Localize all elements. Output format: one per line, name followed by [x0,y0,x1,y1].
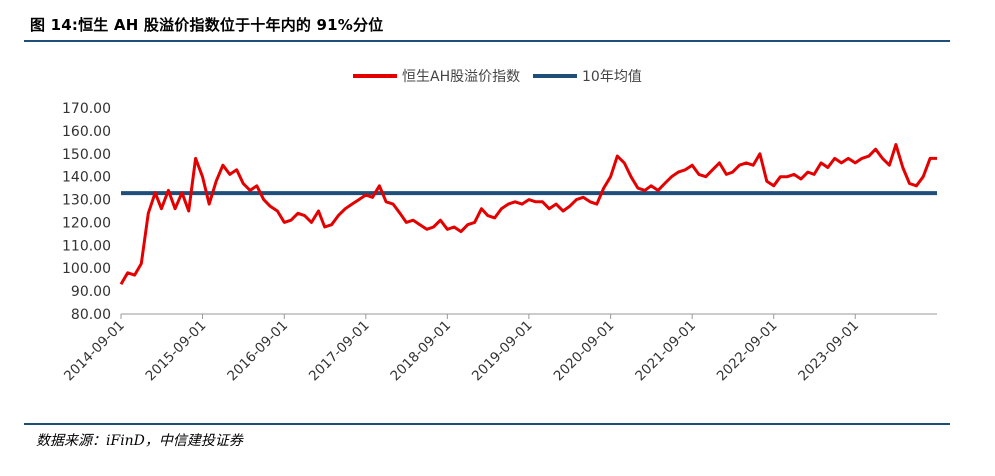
figure-title: 图 14:恒生 AH 股溢价指数位于十年内的 91%分位 [30,16,384,34]
x-tick-label: 2022-09-01 [714,318,781,385]
y-tick-label: 170.00 [62,101,111,117]
y-tick-label: 150.00 [62,147,111,163]
top-rule [24,40,950,42]
chart-legend: 恒生AH股溢价指数 10年均值 [353,69,642,85]
source-note: 数据来源：iFinD，中信建投证券 [36,433,243,449]
x-tick-label: 2023-09-01 [795,318,862,385]
x-tick-label: 2015-09-01 [143,318,210,385]
x-tick-label: 2014-09-01 [61,318,128,385]
bottom-rule [24,423,950,425]
legend-label-ah-premium: 恒生AH股溢价指数 [402,69,520,85]
y-tick-label: 100.00 [62,261,111,277]
x-tick-label: 2018-09-01 [387,318,454,385]
y-tick-label: 140.00 [62,170,111,186]
x-tick-label: 2020-09-01 [551,318,618,385]
y-tick-label: 110.00 [62,238,111,254]
y-tick-label: 120.00 [62,215,111,231]
x-tick-label: 2016-09-01 [224,318,291,385]
y-tick-label: 90.00 [71,284,111,300]
x-tick-label: 2019-09-01 [469,318,536,385]
series-line-ah-premium [119,143,937,285]
x-tick-label: 2021-09-01 [632,318,699,385]
x-axis-ticks: 2014-09-01 2015-09-01 2016-09-01 2017-09-01… [61,314,862,384]
x-tick-label: 2017-09-01 [306,318,373,385]
y-tick-label: 80.00 [71,307,111,323]
y-tick-label: 130.00 [62,193,111,209]
legend-label-10yr-average: 10年均值 [582,69,642,85]
y-tick-label: 160.00 [62,124,111,140]
y-axis-ticks: 170.00 160.00 150.00 140.00 130.00 120.00 110.… [62,101,111,323]
